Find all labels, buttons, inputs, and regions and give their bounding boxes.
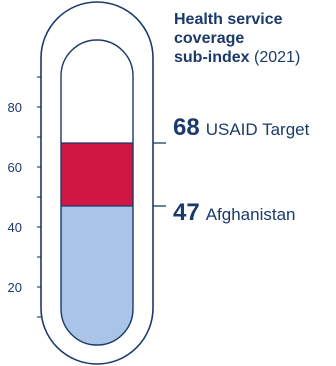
gauge-fill-usaid-target bbox=[61, 143, 133, 206]
country-value: 47 bbox=[173, 199, 200, 226]
title-year: (2021) bbox=[254, 49, 301, 66]
gauge-tube bbox=[40, 1, 166, 365]
title-line-3: sub-index bbox=[174, 49, 250, 66]
title-line-2: coverage bbox=[174, 30, 245, 47]
target-value: 68 bbox=[173, 114, 200, 141]
tick-label-80: 80 bbox=[8, 100, 22, 115]
y-axis: 20 40 60 80 bbox=[8, 76, 51, 318]
tick-label-40: 40 bbox=[8, 220, 22, 235]
target-annotation: 68 USAID Target bbox=[173, 114, 309, 142]
gauge-inner-outline bbox=[60, 39, 134, 346]
country-label: Afghanistan bbox=[205, 205, 296, 224]
tick-label-20: 20 bbox=[8, 280, 22, 295]
gauge-fill-afghanistan bbox=[61, 206, 133, 345]
gauge-fill-group bbox=[61, 143, 133, 345]
chart-title: Health service coverage sub-index (2021) bbox=[174, 10, 334, 67]
title-line-1: Health service bbox=[174, 11, 283, 28]
target-label: USAID Target bbox=[205, 120, 310, 139]
country-annotation: 47 Afghanistan bbox=[173, 199, 296, 227]
tick-label-60: 60 bbox=[8, 160, 22, 175]
